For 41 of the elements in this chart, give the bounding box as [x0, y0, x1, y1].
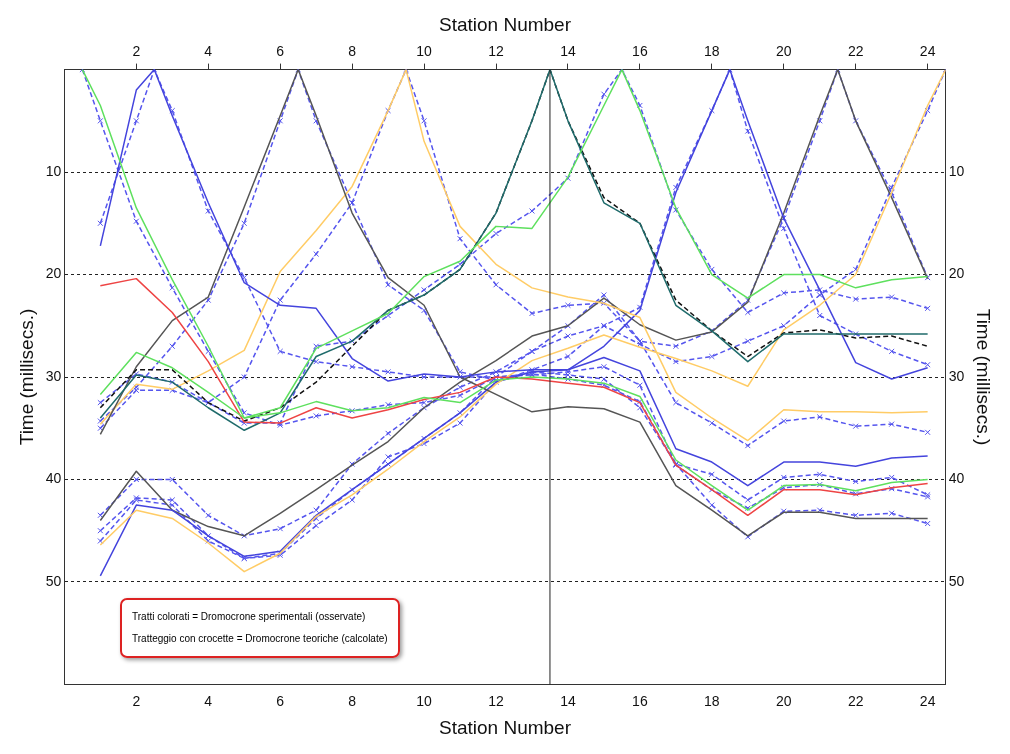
x-tick-label: 20 — [775, 692, 792, 709]
x-tick-label: 6 — [276, 692, 285, 709]
y2-tick-label: 20 — [948, 265, 965, 282]
y-tick-label: 50 — [45, 572, 62, 589]
y-axis-title: Time (millisecs.) — [15, 308, 37, 446]
x-tick-label: 14 — [560, 692, 576, 709]
y2-tick-label: 10 — [948, 162, 965, 179]
y-tick-label: 40 — [45, 470, 62, 487]
x-tick-label: 10 — [416, 692, 433, 709]
annotation: Tratteggio con crocette = Dromocrone teoriche (calcolate) — [132, 632, 388, 646]
y-tick-label: 20 — [45, 265, 62, 282]
x2-tick-label: 10 — [416, 43, 433, 60]
x2-axis-title: Station Number — [438, 13, 572, 35]
annotation: Tratti colorati = Dromocrone sperimentali (osservate) — [132, 610, 367, 624]
x-tick-label: 24 — [919, 692, 936, 709]
y2-tick-label: 50 — [948, 572, 965, 589]
x2-tick-label: 6 — [276, 43, 285, 60]
x-axis-title: Station Number — [438, 716, 572, 738]
x2-tick-label: 22 — [847, 43, 864, 60]
x-tick-label: 4 — [204, 692, 213, 709]
x2-tick-label: 14 — [560, 43, 576, 60]
x-tick-label: 22 — [847, 692, 864, 709]
note-box: Tratti colorati = Dromocrone sperimentali (osservate) Tratteggio con crocette = Dromocrone teoriche (calcolate) — [120, 598, 400, 658]
x2-tick-label: 24 — [919, 43, 936, 60]
x2-tick-label: 4 — [204, 43, 213, 60]
x-tick-label: 8 — [348, 692, 357, 709]
x2-tick-label: 20 — [775, 43, 792, 60]
y-tick-label: 10 — [45, 162, 62, 179]
x-tick-label: 16 — [632, 692, 648, 709]
x2-tick-label: 2 — [132, 43, 141, 60]
x2-tick-label: 18 — [704, 43, 720, 60]
x2-tick-label: 16 — [632, 43, 648, 60]
y-tick-label: 30 — [45, 367, 62, 384]
y2-axis-title: Time (millisecs.) — [973, 308, 995, 446]
x-tick-label: 2 — [132, 692, 141, 709]
x2-tick-label: 12 — [488, 43, 504, 60]
y2-tick-label: 30 — [948, 367, 965, 384]
x-tick-label: 18 — [704, 692, 720, 709]
y2-tick-label: 40 — [948, 470, 965, 487]
x2-tick-label: 8 — [348, 43, 357, 60]
x-tick-label: 12 — [488, 692, 504, 709]
